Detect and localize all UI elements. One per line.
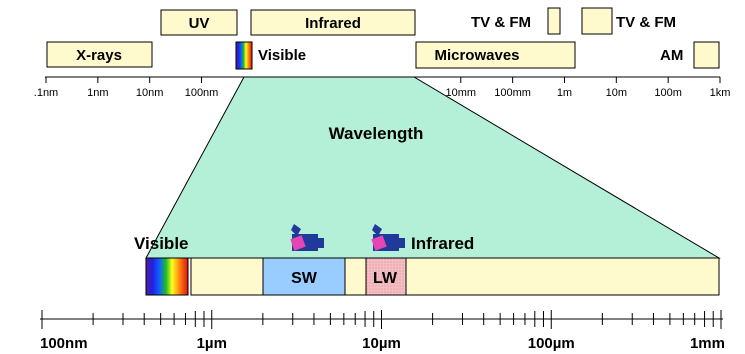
bottom-axis-tick-label: 10µm xyxy=(362,335,401,352)
band-xrays-label: X-rays xyxy=(76,47,122,64)
bottom-axis-tick-label: 100µm xyxy=(528,335,575,352)
band-am-label: AM xyxy=(660,47,683,64)
band-microwaves: Microwaves xyxy=(415,41,576,69)
top-axis-tick-label: 1km xyxy=(710,87,731,99)
bottom-axis-tick-label: 1µm xyxy=(197,335,227,352)
band-am: AM xyxy=(660,41,720,69)
band-xrays: X-rays xyxy=(46,41,153,68)
top-axis-tick-label: 100m xyxy=(654,87,682,99)
lw-label: LW xyxy=(373,270,398,287)
top-axis-tick-label: 1m xyxy=(557,87,572,99)
detail-visible-spectrum xyxy=(145,257,189,296)
detail-visible-label: Visible xyxy=(134,234,189,253)
bottom-wavelength-axis: 100nm 1µm 10µm 100µm 1mm xyxy=(40,310,725,352)
band-microwaves-label: Microwaves xyxy=(434,47,519,64)
zoom-region xyxy=(145,76,721,259)
band-uv-label: UV xyxy=(189,15,210,32)
zoom-title: Wavelength xyxy=(329,124,424,143)
top-axis-tick-label: 100mm xyxy=(494,87,531,99)
detail-gap-region xyxy=(190,257,264,296)
top-axis-tick-label: 10m xyxy=(606,87,627,99)
detail-infrared-label: Infrared xyxy=(411,234,474,253)
band-tv-fm-1: TV & FM xyxy=(471,7,561,35)
top-axis-tick-label: 100nm xyxy=(185,87,219,99)
sw-label: SW xyxy=(291,270,318,287)
lw-band xyxy=(365,257,407,296)
band-tv-fm-1-label: TV & FM xyxy=(471,14,531,31)
sw-band xyxy=(262,257,346,296)
detail-far-infrared-region xyxy=(405,257,720,296)
band-uv: UV xyxy=(160,9,238,36)
top-axis-tick-label: 1nm xyxy=(87,87,108,99)
top-axis-tick-label: .1nm xyxy=(34,87,58,99)
bottom-axis-tick-label: 1mm xyxy=(690,335,725,352)
band-infrared-label: Infrared xyxy=(305,15,361,32)
band-tv-fm-2: TV & FM xyxy=(581,7,676,35)
band-visible: Visible xyxy=(235,41,306,70)
band-tv-fm-2-label: TV & FM xyxy=(616,14,676,31)
camera-icon xyxy=(371,224,405,251)
top-axis-tick-label: 10nm xyxy=(136,87,164,99)
bottom-axis-tick-label: 100nm xyxy=(40,335,88,352)
camera-icon xyxy=(290,224,324,251)
detail-mid-region xyxy=(344,257,367,296)
band-infrared: Infrared xyxy=(250,9,416,36)
top-axis-tick-label: 10mm xyxy=(445,87,476,99)
band-visible-label: Visible xyxy=(258,47,306,64)
detail-strip: SW LW xyxy=(145,257,720,296)
